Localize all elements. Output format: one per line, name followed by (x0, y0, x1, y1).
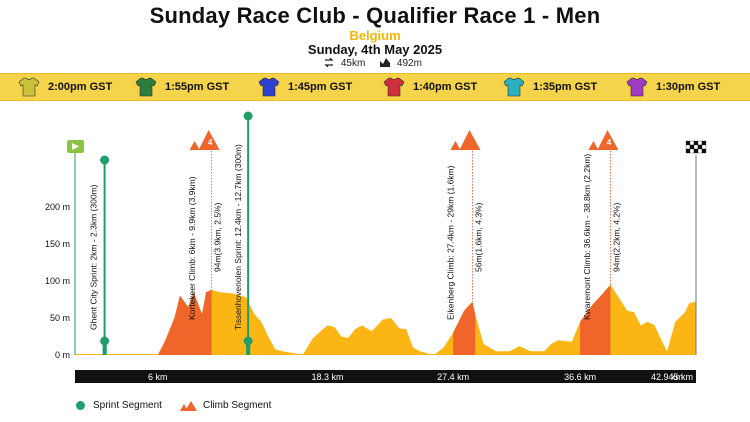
start-times-banner: 2:00pm GST 1:55pm GST 1:45pm GST 1:40pm … (0, 73, 750, 101)
elevation-icon (380, 58, 391, 67)
distance-value: 45km (340, 58, 366, 69)
legend-sprint-label: Sprint Segment (93, 400, 162, 411)
sprint-label: Ghent City Sprint: 2km - 2.3km (300m) (89, 184, 99, 330)
x-tick-label: 27.4 km (437, 372, 469, 382)
elevation-profile-chart: 0 m 50 m 100 m 150 m 200 m Ghent City Sprint:… (45, 111, 707, 383)
start-group-1: 2:00pm GST (18, 76, 112, 98)
legend-climb: Climb Segment (180, 400, 271, 411)
finish-flag-icon (697, 144, 703, 150)
x-tick-label: 36.6 km (564, 372, 596, 382)
x-axis-bar (75, 370, 696, 383)
sprint-marker-top (243, 111, 253, 121)
finish-flag-icon (685, 148, 691, 154)
start-group-5: 1:35pm GST (503, 76, 597, 98)
start-time: 2:00pm GST (48, 81, 113, 93)
sprint-marker-bottom (100, 336, 110, 346)
climb-icon-small (450, 141, 461, 150)
climb-detail-label: 56m(1.6km, 4.3%) (473, 202, 483, 272)
start-group-6: 1:30pm GST (626, 76, 720, 98)
climb-segment-1 (157, 289, 212, 355)
y-tick-label: 0 m (55, 350, 70, 360)
finish-flag-icon (685, 140, 691, 146)
distance-stat: 45km (324, 57, 372, 69)
race-country: Belgium (349, 28, 401, 43)
finish-flag-icon (701, 148, 707, 154)
start-time: 1:55pm GST (165, 81, 230, 93)
climb-name-label: Eikenberg Climb: 27.4km - 29km (1.6km) (445, 165, 455, 320)
distance-icon (324, 57, 334, 68)
sprint-dot-icon (76, 401, 85, 410)
start-play-icon (72, 143, 79, 150)
sprint-marker-bottom (243, 336, 253, 346)
jersey-icon (18, 77, 40, 97)
climb-segment-3 (580, 284, 611, 355)
climb-category-label: 4 (607, 138, 612, 147)
y-tick-label: 200 m (45, 202, 70, 212)
jersey-icon (258, 77, 280, 97)
climb-icon-small (189, 141, 200, 150)
race-title: Sunday Race Club - Qualifier Race 1 - Me… (149, 3, 601, 28)
race-stats: 45km 492m (0, 57, 750, 69)
x-tick-label: 18.3 km (312, 372, 344, 382)
sprint-marker-top (100, 155, 110, 165)
climb-icon-large (459, 130, 481, 150)
sprint-label: Tissenhovenolen Sprint: 12.4km - 12.7km … (233, 144, 243, 330)
climb-detail-label: 94m(2.2km, 4.2%) (611, 202, 621, 272)
start-time: 1:35pm GST (533, 81, 598, 93)
finish-flag-icon (689, 144, 695, 150)
climb-name-label: Kwaremont Climb: 36.6km - 38.8km (2.2km) (582, 154, 592, 320)
climb-icon-large (597, 130, 619, 150)
jersey-icon (135, 77, 157, 97)
start-time: 1:45pm GST (288, 81, 353, 93)
climb-name-label: Kortekeer Climb: 6km - 9.9km (3.9km) (187, 176, 197, 320)
jersey-icon (626, 77, 648, 97)
profile-baseline (75, 354, 696, 355)
start-group-3: 1:45pm GST (258, 76, 352, 98)
finish-flag-icon (689, 140, 695, 146)
finish-flag-icon (693, 148, 699, 154)
legend-climb-label: Climb Segment (203, 400, 272, 411)
x-tick-label: 6 km (148, 372, 168, 382)
finish-flag-icon (689, 148, 695, 154)
y-tick-label: 100 m (45, 276, 70, 286)
race-date: Sunday, 4th May 2025 (307, 42, 443, 57)
finish-flag-icon (697, 148, 703, 154)
finish-flag-icon (701, 140, 707, 146)
finish-flag-icon (685, 144, 691, 150)
start-time: 1:40pm GST (413, 81, 478, 93)
climb-category-label: 4 (208, 138, 213, 147)
finish-flag-icon (693, 144, 699, 150)
sprint-segment-bar (246, 341, 251, 355)
start-time: 1:30pm GST (656, 81, 721, 93)
climb-icon-large (198, 130, 220, 150)
finish-flag-icon (693, 140, 699, 146)
x-tick-label: 45 km (668, 372, 693, 382)
jersey-icon (503, 77, 525, 97)
climb-icon (180, 401, 197, 411)
climb-segment-2 (453, 301, 476, 355)
climb-icon-small (588, 141, 599, 150)
elevation-stat: 492m (380, 58, 426, 69)
finish-flag-icon (697, 140, 703, 146)
climb-detail-label: 94m(3.9km, 2.5%) (213, 202, 223, 272)
y-tick-label: 150 m (45, 239, 70, 249)
start-group-4: 1:40pm GST (383, 76, 477, 98)
finish-flag-icon (701, 144, 707, 150)
start-group-2: 1:55pm GST (135, 76, 229, 98)
sprint-segment-bar (102, 341, 107, 355)
x-tick-label: 42.9 km (651, 372, 683, 382)
profile-area (75, 284, 696, 355)
y-tick-label: 50 m (50, 313, 70, 323)
legend-sprint: Sprint Segment (76, 400, 162, 411)
jersey-icon (383, 77, 405, 97)
elevation-value: 492m (396, 58, 422, 69)
